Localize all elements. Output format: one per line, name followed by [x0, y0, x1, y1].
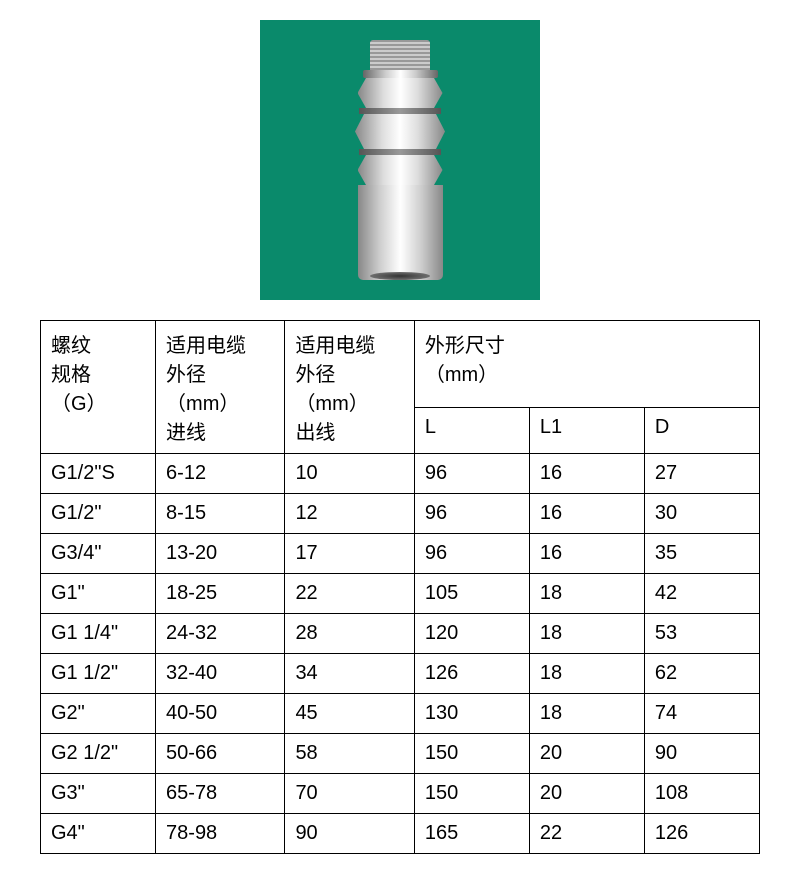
- cell-in: 50-66: [156, 734, 285, 774]
- cell-thread: G1": [41, 574, 156, 614]
- cell-L: 165: [414, 814, 529, 854]
- cell-in: 32-40: [156, 654, 285, 694]
- cell-in: 13-20: [156, 534, 285, 574]
- cell-thread: G1/2"S: [41, 454, 156, 494]
- cell-D: 53: [644, 614, 759, 654]
- cell-thread: G3": [41, 774, 156, 814]
- header-cable-out: 适用电缆 外径 （mm） 出线: [285, 321, 414, 454]
- cell-D: 35: [644, 534, 759, 574]
- cell-thread: G2 1/2": [41, 734, 156, 774]
- cell-L1: 18: [529, 654, 644, 694]
- cell-out: 10: [285, 454, 414, 494]
- header-cable-in: 适用电缆 外径 （mm） 进线: [156, 321, 285, 454]
- product-image-container: [40, 20, 760, 300]
- table-row: G1"18-25221051842: [41, 574, 760, 614]
- cell-out: 90: [285, 814, 414, 854]
- table-row: G4"78-989016522126: [41, 814, 760, 854]
- cell-L1: 16: [529, 494, 644, 534]
- cell-L: 126: [414, 654, 529, 694]
- cell-D: 30: [644, 494, 759, 534]
- cell-L1: 20: [529, 734, 644, 774]
- cell-in: 65-78: [156, 774, 285, 814]
- cell-D: 90: [644, 734, 759, 774]
- cell-thread: G3/4": [41, 534, 156, 574]
- cell-thread: G4": [41, 814, 156, 854]
- cell-L1: 18: [529, 614, 644, 654]
- cell-in: 40-50: [156, 694, 285, 734]
- cell-out: 28: [285, 614, 414, 654]
- cell-out: 17: [285, 534, 414, 574]
- header-L: L: [414, 407, 529, 453]
- cable-gland-illustration: [350, 40, 450, 280]
- cell-D: 27: [644, 454, 759, 494]
- cell-in: 24-32: [156, 614, 285, 654]
- cell-L1: 18: [529, 574, 644, 614]
- cell-out: 45: [285, 694, 414, 734]
- header-L1: L1: [529, 407, 644, 453]
- cell-L: 96: [414, 534, 529, 574]
- cell-out: 12: [285, 494, 414, 534]
- header-D: D: [644, 407, 759, 453]
- cell-thread: G1 1/4": [41, 614, 156, 654]
- cell-out: 34: [285, 654, 414, 694]
- cell-out: 58: [285, 734, 414, 774]
- cell-L: 150: [414, 774, 529, 814]
- cell-D: 74: [644, 694, 759, 734]
- product-image: [260, 20, 540, 300]
- cell-L: 105: [414, 574, 529, 614]
- cell-L: 96: [414, 454, 529, 494]
- cell-thread: G1 1/2": [41, 654, 156, 694]
- table-row: G2"40-50451301874: [41, 694, 760, 734]
- table-row: G1 1/2"32-40341261862: [41, 654, 760, 694]
- table-row: G1 1/4"24-32281201853: [41, 614, 760, 654]
- cell-out: 70: [285, 774, 414, 814]
- cell-L1: 22: [529, 814, 644, 854]
- cell-out: 22: [285, 574, 414, 614]
- cell-in: 78-98: [156, 814, 285, 854]
- header-thread-spec: 螺纹 规格 （G）: [41, 321, 156, 454]
- table-row: G1/2"S6-1210961627: [41, 454, 760, 494]
- spec-table-body: G1/2"S6-1210961627G1/2"8-1512961630G3/4"…: [41, 454, 760, 854]
- table-row: G2 1/2"50-66581502090: [41, 734, 760, 774]
- cell-D: 42: [644, 574, 759, 614]
- cell-D: 126: [644, 814, 759, 854]
- cell-thread: G1/2": [41, 494, 156, 534]
- table-row: G3"65-787015020108: [41, 774, 760, 814]
- cell-D: 62: [644, 654, 759, 694]
- cell-L: 150: [414, 734, 529, 774]
- cell-L1: 20: [529, 774, 644, 814]
- cell-L1: 16: [529, 454, 644, 494]
- cell-in: 6-12: [156, 454, 285, 494]
- cell-in: 18-25: [156, 574, 285, 614]
- table-row: G1/2"8-1512961630: [41, 494, 760, 534]
- cell-L1: 16: [529, 534, 644, 574]
- cell-D: 108: [644, 774, 759, 814]
- spec-table: 螺纹 规格 （G） 适用电缆 外径 （mm） 进线 适用电缆 外径 （mm） 出…: [40, 320, 760, 854]
- table-row: G3/4"13-2017961635: [41, 534, 760, 574]
- header-dimensions: 外形尺寸 （mm）: [414, 321, 759, 408]
- cell-L: 120: [414, 614, 529, 654]
- cell-L: 96: [414, 494, 529, 534]
- cell-L: 130: [414, 694, 529, 734]
- cell-L1: 18: [529, 694, 644, 734]
- cell-thread: G2": [41, 694, 156, 734]
- cell-in: 8-15: [156, 494, 285, 534]
